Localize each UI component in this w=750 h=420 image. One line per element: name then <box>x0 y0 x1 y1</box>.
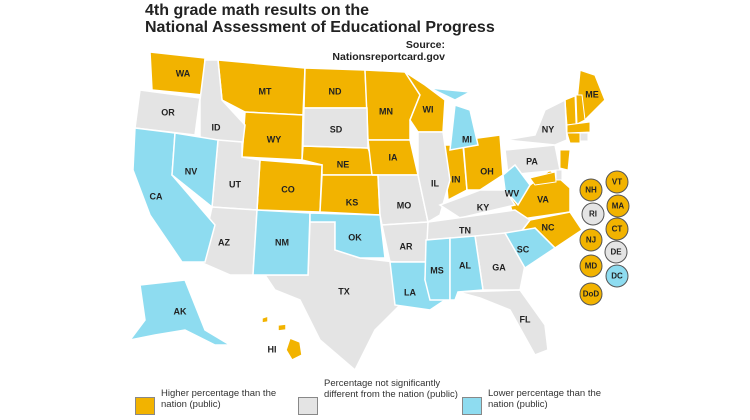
legend-swatch <box>298 397 318 415</box>
state <box>171 132 219 209</box>
inset-circle <box>606 194 630 218</box>
inset-circle <box>604 240 628 264</box>
inset-label: DC <box>611 272 623 281</box>
inset-circle <box>605 264 629 288</box>
inset-label: MD <box>585 262 598 271</box>
state-label: FL <box>520 314 531 324</box>
state-label: OR <box>161 107 175 117</box>
inset-circle <box>579 228 603 252</box>
state-label: AL <box>459 260 471 270</box>
state-label: MO <box>397 200 412 210</box>
small-state <box>575 94 586 125</box>
legend-label: Lower percentage than the nation (public… <box>488 388 602 410</box>
inset-circle <box>605 170 629 194</box>
small-state <box>559 149 571 171</box>
state <box>457 289 549 356</box>
state <box>302 107 369 149</box>
state-label: IL <box>431 178 440 188</box>
small-state <box>555 169 563 181</box>
state-label: PA <box>526 156 538 166</box>
state-label: MI <box>462 134 472 144</box>
state <box>502 163 531 207</box>
inset-label: NJ <box>586 236 596 245</box>
inset-label: VT <box>612 178 622 187</box>
state-label: AZ <box>218 237 230 247</box>
state-label: NV <box>185 166 198 176</box>
state-label: OK <box>348 232 362 242</box>
state-label: MS <box>430 265 444 275</box>
state <box>417 131 451 224</box>
state-label: CO <box>281 184 295 194</box>
state-label: TX <box>338 286 350 296</box>
state <box>128 279 233 346</box>
state-label: ME <box>585 89 599 99</box>
small-state <box>529 171 557 186</box>
inset-label: MA <box>612 202 625 211</box>
legend-label: Percentage not significantly different f… <box>324 378 458 400</box>
legend-swatch <box>135 397 155 415</box>
state <box>319 174 381 216</box>
state-label: WA <box>176 68 191 78</box>
title-line: National Assessment of Educational Progr… <box>145 19 495 36</box>
state <box>309 212 386 259</box>
inset-circle <box>579 178 603 202</box>
state-label: OH <box>480 166 494 176</box>
state <box>429 87 479 151</box>
inset-label: CT <box>612 225 623 234</box>
state <box>134 89 201 136</box>
inset-label: DE <box>610 248 622 257</box>
state-label: NC <box>542 222 555 232</box>
state-label: CA <box>150 191 163 201</box>
inset-label: NH <box>585 186 597 195</box>
state-label: UT <box>229 179 241 189</box>
state <box>424 237 451 301</box>
state-label: GA <box>492 262 506 272</box>
state-label: MT <box>259 86 272 96</box>
state-label: AR <box>400 241 413 251</box>
state-label: KY <box>477 202 490 212</box>
inset-circle <box>605 217 629 241</box>
source: Source: Nationsreportcard.gov <box>332 39 445 63</box>
state-label: NE <box>337 159 350 169</box>
state-label: NM <box>275 237 289 247</box>
state-label: ND <box>329 86 342 96</box>
state-label: IA <box>389 152 399 162</box>
state-label: ID <box>212 122 222 132</box>
state-label: NY <box>542 124 555 134</box>
small-state <box>566 132 581 144</box>
title-line: 4th grade math results on the <box>145 2 370 19</box>
state-label: TN <box>459 225 471 235</box>
state-label: WV <box>505 188 520 198</box>
state-label: KS <box>346 197 359 207</box>
inset-circle <box>581 202 605 226</box>
state-label: SC <box>517 244 530 254</box>
state-label: SD <box>330 124 343 134</box>
state-label: VA <box>537 194 549 204</box>
inset-circle <box>579 282 603 306</box>
inset-label: DoD <box>583 290 600 299</box>
inset-circle <box>579 254 603 278</box>
state <box>199 59 246 151</box>
state-label: AK <box>174 306 187 316</box>
state <box>449 235 484 301</box>
state-label: MN <box>379 106 393 116</box>
legend-swatch <box>462 397 482 415</box>
state-label: WY <box>267 134 282 144</box>
state-label: IN <box>452 174 461 184</box>
state-label: HI <box>268 344 277 354</box>
state <box>462 134 504 191</box>
state-label: LA <box>404 287 416 297</box>
state <box>504 98 568 146</box>
inset-label: RI <box>589 210 597 219</box>
state-label: WI <box>423 104 434 114</box>
state <box>503 227 557 270</box>
small-state <box>579 132 589 142</box>
state <box>261 314 303 361</box>
legend-label: Higher percentage than the nation (publi… <box>161 388 277 410</box>
state <box>252 209 311 276</box>
